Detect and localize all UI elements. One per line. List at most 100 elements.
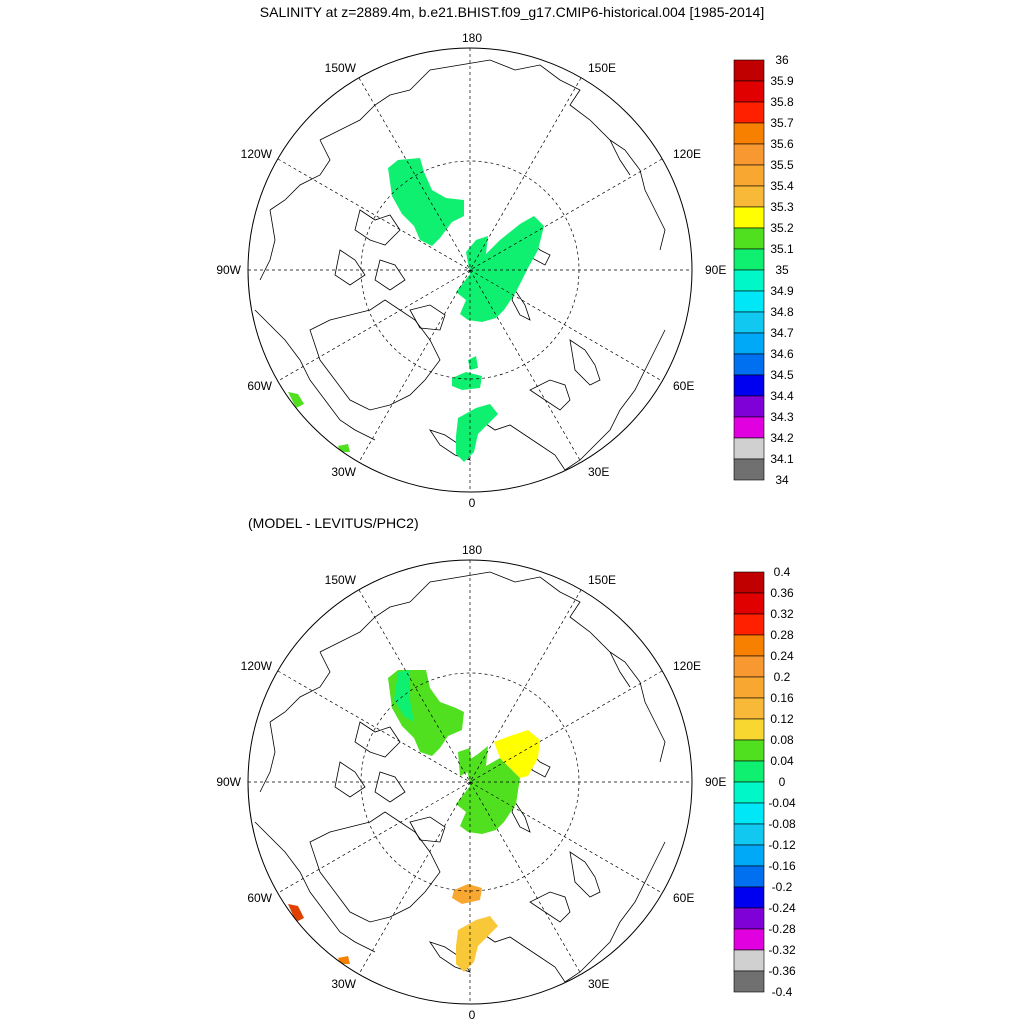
colorbar-swatch <box>733 655 765 678</box>
colorbar-label: 35.7 <box>770 116 794 130</box>
colorbar-swatch <box>733 395 765 418</box>
colorbar-label: -0.24 <box>768 901 796 915</box>
salinity-region-fram <box>452 372 482 390</box>
lon-label-150e-bottom: 150E <box>588 573 616 587</box>
colorbar-swatch <box>733 907 765 930</box>
colorbar-swatch <box>733 353 765 376</box>
colorbar-top: 36 35.9 35.8 35.7 35.6 35.5 35.4 35.3 35.2 35.1 35… <box>733 53 794 487</box>
colorbar-label: -0.08 <box>768 817 796 831</box>
colorbar-label: -0.16 <box>768 859 796 873</box>
colorbar-label: 0.32 <box>770 607 794 621</box>
diff-region-eurasian-green <box>456 746 520 834</box>
colorbar-label: 35 <box>775 263 789 277</box>
diff-region-eurasian-yellow <box>494 730 540 778</box>
colorbar-label: 0.24 <box>770 649 794 663</box>
colorbar-label: 35.4 <box>770 179 794 193</box>
colorbar-swatch <box>733 248 765 271</box>
colorbar-label: 0.04 <box>770 754 794 768</box>
diff-region-greenland-sea <box>456 916 498 972</box>
lon-label-90e: 90E <box>705 263 726 277</box>
colorbar-swatch <box>733 592 765 615</box>
colorbar-label: 0.2 <box>774 670 791 684</box>
colorbar-swatch <box>733 718 765 741</box>
lon-label-30e: 30E <box>588 465 609 479</box>
colorbar-label: -0.4 <box>772 985 793 999</box>
colorbar-label: -0.2 <box>772 880 793 894</box>
colorbar-label: 34.2 <box>770 431 794 445</box>
colorbar-swatch <box>733 332 765 355</box>
colorbar-swatch <box>733 844 765 867</box>
colorbar-swatch <box>733 676 765 699</box>
colorbar-swatch <box>733 269 765 292</box>
colorbar-swatch <box>733 697 765 720</box>
colorbar-label: 35.1 <box>770 242 794 256</box>
lon-label-60e: 60E <box>673 379 694 393</box>
lon-label-120e: 120E <box>673 147 701 161</box>
colorbar-label: -0.12 <box>768 838 796 852</box>
map-top: 180 0 90W 90E 150W 150E 120W 120E 60W 60… <box>216 31 726 510</box>
colorbar-label: 0.12 <box>770 712 794 726</box>
lon-label-180-bottom: 180 <box>462 543 482 557</box>
colorbar-label: 0.16 <box>770 691 794 705</box>
colorbar-label: 35.5 <box>770 158 794 172</box>
diff-region-north-atlantic <box>338 956 350 964</box>
colorbar-label: 35.9 <box>770 74 794 88</box>
lon-label-90w-bottom: 90W <box>216 775 241 789</box>
colorbar-swatch <box>733 311 765 334</box>
salinity-region-eurasian-basin <box>456 216 544 322</box>
colorbar-swatch <box>733 970 765 993</box>
colorbar-label: 34.8 <box>770 305 794 319</box>
colorbar-bottom: 0.4 0.36 0.32 0.28 0.24 0.2 0.16 0.12 0.08 0.04 0 -… <box>733 565 796 999</box>
lon-label-150e: 150E <box>588 61 616 75</box>
lon-label-120e-bottom: 120E <box>673 659 701 673</box>
colorbar-label: 0.4 <box>774 565 791 579</box>
salinity-region-greenland-sea <box>456 404 498 462</box>
lon-label-60e-bottom: 60E <box>673 891 694 905</box>
lon-label-0-bottom: 0 <box>469 1008 476 1022</box>
colorbar-label: 34.7 <box>770 326 794 340</box>
colorbar-swatch <box>733 571 765 594</box>
lon-label-150w-bottom: 150W <box>325 573 357 587</box>
colorbar-label: 34.5 <box>770 368 794 382</box>
lon-label-30w-bottom: 30W <box>331 977 356 991</box>
lon-label-90e-bottom: 90E <box>705 775 726 789</box>
colorbar-swatch <box>733 437 765 460</box>
salinity-region-labrador <box>288 392 304 408</box>
diff-region-labrador <box>288 904 304 922</box>
salinity-region-canada-basin <box>388 158 464 246</box>
lon-label-30e-bottom: 30E <box>588 977 609 991</box>
lon-label-180: 180 <box>462 31 482 45</box>
colorbar-swatch <box>733 928 765 951</box>
colorbar-swatch <box>733 823 765 846</box>
colorbar-label: 34.9 <box>770 284 794 298</box>
lon-label-120w: 120W <box>241 147 273 161</box>
colorbar-label: 34 <box>775 473 789 487</box>
lon-label-150w: 150W <box>325 61 357 75</box>
colorbar-label: -0.32 <box>768 943 796 957</box>
colorbar-label: 34.4 <box>770 389 794 403</box>
lon-label-0: 0 <box>469 496 476 510</box>
colorbar-label: -0.04 <box>768 796 796 810</box>
colorbar-swatch <box>733 949 765 972</box>
colorbar-label: 0 <box>779 775 786 789</box>
colorbar-swatch <box>733 290 765 313</box>
colorbar-label: 35.2 <box>770 221 794 235</box>
colorbar-swatch <box>733 634 765 657</box>
map-bottom: 180 0 90W 90E 150W 150E 120W 120E 60W 60… <box>216 543 726 1022</box>
diff-region-fram <box>452 884 482 904</box>
diff-region-strip <box>458 748 472 776</box>
colorbar-swatch <box>733 80 765 103</box>
colorbar-label: 35.6 <box>770 137 794 151</box>
colorbar-swatch <box>733 101 765 124</box>
colorbar-swatch <box>733 760 765 783</box>
colorbar-swatch <box>733 143 765 166</box>
colorbar-label: 34.3 <box>770 410 794 424</box>
colorbar-swatch <box>733 185 765 208</box>
colorbar-label: 35.8 <box>770 95 794 109</box>
colorbar-swatch <box>733 122 765 145</box>
colorbar-swatch <box>733 164 765 187</box>
colorbar-swatch <box>733 781 765 804</box>
colorbar-label: 34.6 <box>770 347 794 361</box>
colorbar-swatch <box>733 886 765 909</box>
